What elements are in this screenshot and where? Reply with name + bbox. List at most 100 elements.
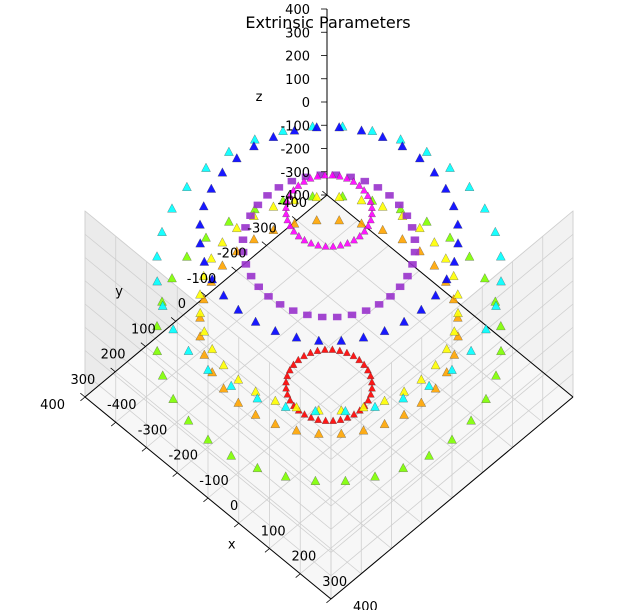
camera-marker bbox=[343, 174, 351, 182]
camera-marker bbox=[195, 312, 205, 322]
camera-marker bbox=[430, 290, 441, 300]
camera-marker bbox=[453, 219, 463, 229]
x-tick bbox=[172, 472, 178, 477]
y-tick-label: -400 bbox=[277, 196, 307, 211]
camera-marker bbox=[310, 475, 321, 485]
camera-marker bbox=[453, 331, 463, 341]
camera-marker bbox=[403, 272, 412, 280]
camera-marker bbox=[360, 186, 368, 194]
camera-marker bbox=[283, 215, 292, 224]
ring-7 bbox=[282, 171, 376, 250]
camera-marker bbox=[407, 224, 417, 231]
camera-marker bbox=[195, 307, 205, 317]
camera-marker bbox=[289, 360, 298, 368]
x-tick-label: 200 bbox=[292, 550, 317, 565]
camera-marker bbox=[466, 415, 476, 425]
camera-marker bbox=[335, 346, 344, 354]
camera-marker bbox=[370, 471, 380, 481]
camera-marker bbox=[152, 321, 162, 331]
camera-marker bbox=[368, 209, 376, 218]
camera-marker bbox=[311, 122, 322, 132]
camera-marker bbox=[481, 393, 491, 403]
camera-marker bbox=[358, 425, 369, 435]
y-tick bbox=[140, 342, 146, 347]
camera-marker bbox=[157, 370, 168, 380]
camera-marker bbox=[329, 242, 337, 250]
camera-marker bbox=[491, 300, 501, 310]
z-tick-label: -200 bbox=[280, 143, 310, 158]
camera-marker bbox=[349, 351, 358, 360]
camera-marker bbox=[328, 345, 337, 353]
camera-marker bbox=[310, 406, 321, 416]
camera-marker bbox=[335, 172, 344, 180]
grid-z-backy bbox=[84, 210, 332, 414]
camera-marker bbox=[377, 201, 388, 211]
camera-marker bbox=[275, 301, 285, 308]
y-tick-label: 200 bbox=[101, 348, 126, 363]
camera-marker bbox=[447, 434, 457, 444]
x-tick bbox=[326, 598, 332, 604]
camera-marker bbox=[496, 276, 506, 286]
z-tick-label: 300 bbox=[285, 26, 310, 41]
camera-marker bbox=[285, 191, 294, 199]
camera-marker bbox=[441, 253, 451, 263]
camera-marker bbox=[246, 212, 255, 219]
camera-marker bbox=[252, 462, 263, 472]
camera-marker bbox=[364, 396, 373, 404]
camera-marker bbox=[397, 234, 408, 244]
camera-marker bbox=[290, 227, 298, 235]
camera-marker bbox=[282, 384, 290, 392]
camera-marker bbox=[358, 332, 369, 342]
camera-marker bbox=[361, 307, 371, 314]
camera-marker bbox=[395, 201, 404, 209]
camera-marker bbox=[321, 171, 329, 179]
camera-marker bbox=[198, 270, 209, 280]
camera-marker bbox=[366, 371, 375, 380]
y-tick-label: -300 bbox=[247, 221, 277, 236]
camera-marker bbox=[195, 219, 205, 229]
camera-marker bbox=[397, 141, 408, 151]
camera-marker bbox=[395, 283, 405, 291]
camera-marker bbox=[343, 413, 352, 421]
camera-marker bbox=[449, 256, 460, 266]
camera-marker bbox=[203, 434, 213, 444]
camera-marker bbox=[224, 216, 234, 226]
camera-marker bbox=[429, 167, 440, 177]
camera-marker bbox=[360, 360, 368, 368]
camera-marker bbox=[289, 186, 298, 194]
camera-marker bbox=[415, 222, 425, 232]
camera-marker bbox=[332, 313, 342, 321]
x-tick-label: 100 bbox=[261, 524, 286, 539]
camera-marker bbox=[249, 141, 259, 151]
camera-marker bbox=[441, 274, 452, 284]
camera-marker bbox=[268, 201, 279, 211]
camera-marker bbox=[314, 415, 323, 423]
camera-marker bbox=[317, 313, 327, 321]
camera-marker bbox=[167, 273, 177, 283]
camera-marker bbox=[182, 251, 192, 261]
camera-marker bbox=[263, 192, 272, 199]
camera-marker bbox=[264, 293, 273, 300]
camera-marker bbox=[226, 450, 236, 460]
camera-marker bbox=[448, 270, 459, 280]
camera-marker bbox=[356, 195, 367, 205]
grid-x-floor bbox=[299, 371, 543, 575]
camera-marker bbox=[441, 183, 451, 193]
camera-marker bbox=[217, 260, 228, 270]
camera-marker bbox=[340, 406, 351, 416]
z-tick-label: -400 bbox=[280, 189, 310, 204]
y-tick-label: 100 bbox=[131, 322, 156, 337]
camera-marker bbox=[270, 395, 281, 405]
camera-marker bbox=[252, 393, 263, 403]
ring-1 bbox=[152, 191, 506, 485]
camera-marker bbox=[313, 172, 322, 180]
grid-x-floor bbox=[269, 346, 512, 549]
camera-marker bbox=[218, 360, 229, 370]
camera-marker bbox=[288, 307, 298, 314]
camera-marker bbox=[373, 184, 383, 191]
camera-marker bbox=[270, 418, 281, 428]
camera-marker bbox=[429, 260, 440, 270]
camera-marker bbox=[268, 131, 279, 141]
z-tick-label: 100 bbox=[285, 73, 310, 88]
